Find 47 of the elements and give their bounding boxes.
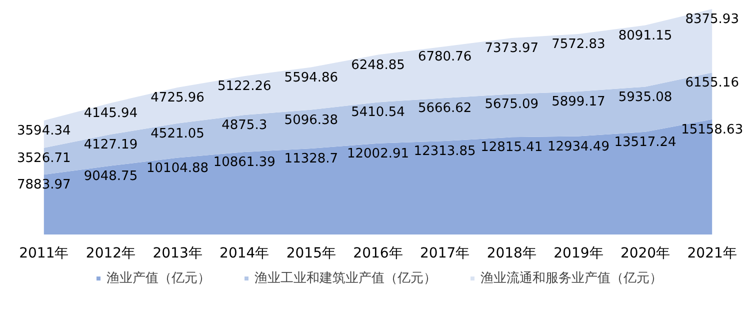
x-tick-label: 2020年	[620, 246, 670, 262]
data-label: 7883.97	[17, 178, 71, 193]
x-tick-label: 2016年	[353, 246, 403, 262]
x-tick-label: 2019年	[554, 246, 604, 262]
data-label: 5935.08	[618, 90, 672, 105]
data-label: 12934.49	[547, 139, 610, 154]
data-label: 5122.26	[217, 79, 272, 94]
data-label: 4127.19	[84, 137, 138, 152]
x-tick-label: 2017年	[420, 246, 470, 262]
data-label: 15158.63	[681, 122, 744, 138]
data-label: 3526.71	[17, 150, 71, 166]
data-label: 5410.54	[351, 105, 405, 120]
data-label: 10861.39	[213, 155, 276, 170]
data-label: 5096.38	[284, 112, 338, 128]
data-label: 7373.97	[484, 41, 539, 56]
data-label: 6248.85	[351, 58, 405, 73]
data-label: 12313.85	[414, 144, 476, 159]
data-label: 9048.75	[84, 168, 138, 184]
data-label: 13517.24	[614, 134, 676, 150]
data-label: 8375.93	[685, 12, 739, 28]
data-label: 7572.83	[552, 36, 606, 52]
x-tick-label: 2015年	[286, 246, 336, 262]
data-label: 6780.76	[418, 49, 472, 64]
data-label: 5675.09	[484, 97, 539, 112]
x-tick-label: 2021年	[687, 246, 737, 262]
data-label: 5594.86	[284, 70, 338, 86]
x-tick-label: 2018年	[486, 246, 536, 262]
data-label: 12002.91	[346, 146, 410, 162]
x-tick-label: 2014年	[220, 246, 270, 262]
data-label: 4145.94	[84, 106, 138, 121]
x-tick-label: 2012年	[86, 246, 136, 262]
x-tick-label: 2013年	[152, 246, 202, 262]
data-label: 10104.88	[146, 160, 209, 176]
data-label: 4725.96	[150, 90, 204, 106]
data-label: 12815.41	[480, 140, 543, 156]
data-label: 6155.16	[685, 76, 739, 91]
legend-label: 渔业产值（亿元）	[106, 270, 210, 287]
x-tick-label: 2011年	[19, 246, 69, 262]
data-label: 11328.7	[284, 151, 338, 166]
data-label: 3594.34	[17, 124, 71, 139]
data-label: 4875.3	[222, 118, 268, 133]
data-label: 8091.15	[618, 28, 672, 44]
legend-label: 渔业工业和建筑业产值（亿元）	[254, 270, 436, 287]
data-label: 5899.17	[552, 94, 606, 110]
data-label: 5666.62	[418, 100, 472, 116]
data-label: 4521.05	[150, 126, 204, 142]
legend-label: 渔业流通和服务业产值（亿元）	[480, 270, 662, 287]
